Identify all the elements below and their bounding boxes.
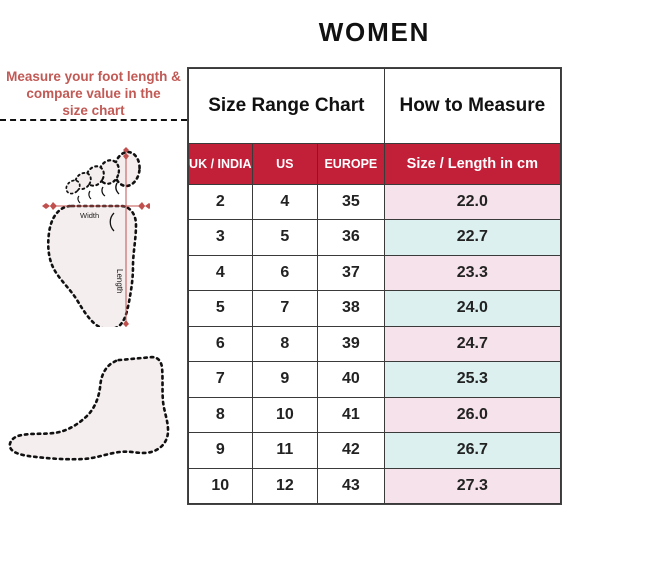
svg-text:Length: Length: [115, 269, 124, 293]
svg-text:Width: Width: [80, 211, 99, 220]
